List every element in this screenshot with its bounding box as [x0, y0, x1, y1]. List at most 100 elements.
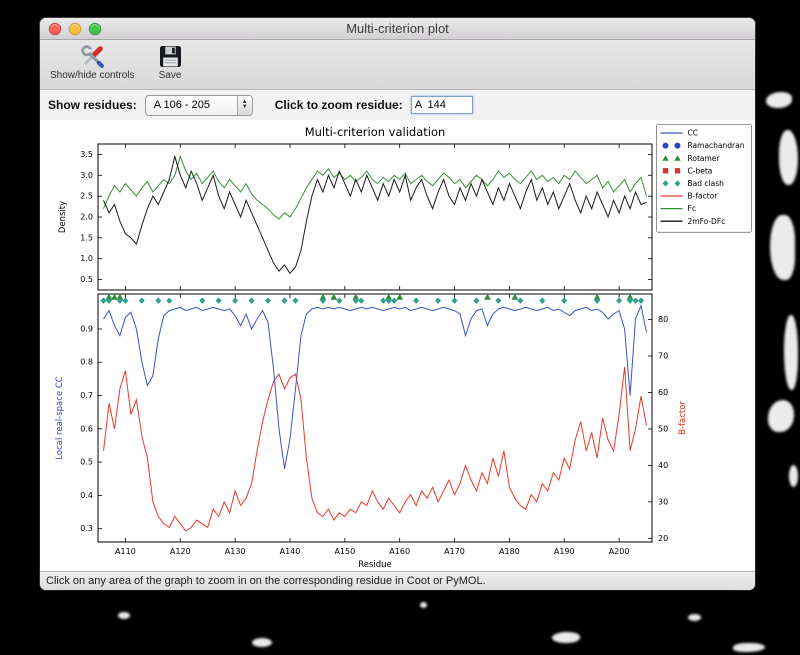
smudge: [552, 632, 580, 643]
rotamer-outlier-marker[interactable]: [111, 293, 118, 300]
rotamer-outlier-marker[interactable]: [484, 293, 491, 300]
bad-clash-marker[interactable]: [232, 297, 239, 304]
legend-triangle-sample: [674, 155, 681, 161]
bad-clash-marker[interactable]: [594, 297, 601, 304]
bad-clash-marker[interactable]: [627, 297, 634, 304]
controls-bar: Show residues: A 106 - 205 ▲ ▼ Click to z…: [40, 90, 755, 120]
bad-clash-marker[interactable]: [517, 297, 524, 304]
axis-labels: A110 A120 A130 A140 A150 A160 A170 A180 A190 A200…: [55, 125, 688, 570]
legend-square-sample: [674, 168, 681, 174]
svg-text:0.8: 0.8: [80, 358, 93, 367]
rotamer-outlier-marker[interactable]: [396, 293, 404, 300]
bad-clash-marker[interactable]: [166, 297, 173, 304]
residue-range-value: A 106 - 205: [153, 99, 210, 111]
bad-clash-marker[interactable]: [155, 297, 162, 304]
bad-clash-marker[interactable]: [122, 297, 129, 304]
multi-criterion-plot-window: Multi-criterion plot Show/hide controls: [40, 18, 755, 590]
svg-text:0.6: 0.6: [80, 424, 93, 433]
bad-clash-marker[interactable]: [561, 297, 568, 304]
smudge: [784, 315, 798, 390]
rotamer-outlier-marker[interactable]: [511, 293, 519, 300]
rotamer-outlier-marker[interactable]: [116, 293, 124, 300]
toolbar: Show/hide controls Save: [40, 40, 755, 90]
bad-clash-marker[interactable]: [138, 297, 145, 304]
legend-label: Bad clash: [688, 179, 725, 188]
smudge: [770, 215, 795, 280]
title-bar[interactable]: Multi-criterion plot: [40, 18, 755, 40]
svg-text:A180: A180: [499, 547, 520, 556]
svg-text:2.5: 2.5: [80, 192, 93, 201]
svg-text:0.9: 0.9: [80, 324, 93, 333]
save-button[interactable]: Save: [157, 43, 184, 81]
svg-text:20: 20: [658, 534, 668, 543]
legend-label: C-beta: [688, 166, 713, 175]
bad-clash-marker[interactable]: [616, 297, 623, 304]
plot-canvas[interactable]: A110 A120 A130 A140 A150 A160 A170 A180 A190 A200…: [40, 120, 755, 571]
axes: [97, 143, 653, 543]
bad-clash-marker[interactable]: [199, 297, 206, 304]
smudge: [252, 638, 272, 647]
svg-text:0.7: 0.7: [80, 391, 93, 400]
bad-clash-marker[interactable]: [265, 297, 272, 304]
bad-clash-marker[interactable]: [473, 297, 480, 304]
svg-text:3.5: 3.5: [80, 150, 93, 159]
2mfo-dfc-line: [103, 154, 647, 275]
bad-clash-marker[interactable]: [105, 297, 112, 304]
bad-clash-marker[interactable]: [319, 297, 326, 304]
svg-text:40: 40: [658, 461, 668, 470]
bad-clash-marker[interactable]: [358, 297, 365, 304]
rotamer-outlier-marker[interactable]: [385, 293, 393, 300]
bad-clash-marker[interactable]: [632, 297, 639, 304]
rotamer-outlier-marker[interactable]: [626, 293, 634, 300]
rotamer-outlier-marker[interactable]: [105, 293, 113, 300]
zoom-residue-input[interactable]: [410, 96, 473, 114]
svg-text:B-factor: B-factor: [678, 401, 688, 435]
legend-label: Rotamer: [688, 154, 721, 163]
svg-text:Local real-space CC: Local real-space CC: [55, 376, 65, 459]
svg-text:A200: A200: [609, 547, 630, 556]
rotamer-outlier-marker[interactable]: [330, 293, 338, 300]
cc-bfactor-panel[interactable]: [97, 293, 653, 543]
bad-clash-marker[interactable]: [100, 297, 107, 304]
bad-clash-marker[interactable]: [215, 297, 222, 304]
bad-clash-marker[interactable]: [336, 297, 343, 304]
bad-clash-marker[interactable]: [413, 297, 420, 304]
bad-clash-marker[interactable]: [638, 297, 645, 304]
svg-text:A110: A110: [115, 547, 136, 556]
density-panel[interactable]: [97, 143, 653, 291]
minimize-button[interactable]: [69, 23, 81, 35]
show-hide-controls-label: Show/hide controls: [50, 70, 135, 81]
svg-text:70: 70: [658, 352, 668, 361]
bad-clash-marker[interactable]: [495, 297, 502, 304]
show-hide-controls-button[interactable]: Show/hide controls: [50, 43, 135, 81]
bad-clash-marker[interactable]: [292, 297, 299, 304]
residue-range-select[interactable]: A 106 - 205 ▲ ▼: [144, 94, 253, 116]
smudge: [733, 643, 765, 652]
b-factor-line: [103, 366, 647, 532]
legend-label: CC: [688, 129, 698, 138]
status-bar: Click on any area of the graph to zoom i…: [40, 571, 755, 590]
svg-text:A130: A130: [225, 547, 246, 556]
close-button[interactable]: [49, 23, 61, 35]
svg-text:A150: A150: [334, 547, 355, 556]
svg-text:A160: A160: [389, 547, 410, 556]
bad-clash-marker[interactable]: [352, 297, 359, 304]
bad-clash-marker[interactable]: [385, 297, 392, 304]
rotamer-outlier-marker[interactable]: [593, 293, 601, 300]
svg-text:0.4: 0.4: [80, 491, 93, 500]
bad-clash-marker[interactable]: [435, 297, 442, 304]
rotamer-outlier-marker[interactable]: [319, 293, 327, 300]
svg-text:30: 30: [658, 497, 668, 506]
zoom-window-button[interactable]: [89, 23, 101, 35]
bad-clash-marker[interactable]: [281, 297, 288, 304]
bad-clash-marker[interactable]: [380, 297, 387, 304]
bad-clash-marker[interactable]: [539, 297, 546, 304]
bad-clash-marker[interactable]: [248, 297, 255, 304]
legend-label: 2mFo-DFc: [688, 217, 726, 226]
bad-clash-marker[interactable]: [451, 297, 458, 304]
svg-text:A170: A170: [444, 547, 465, 556]
bad-clash-marker[interactable]: [116, 297, 123, 304]
smudge: [118, 612, 130, 619]
bad-clash-marker[interactable]: [391, 297, 398, 304]
rotamer-outlier-marker[interactable]: [352, 293, 360, 300]
